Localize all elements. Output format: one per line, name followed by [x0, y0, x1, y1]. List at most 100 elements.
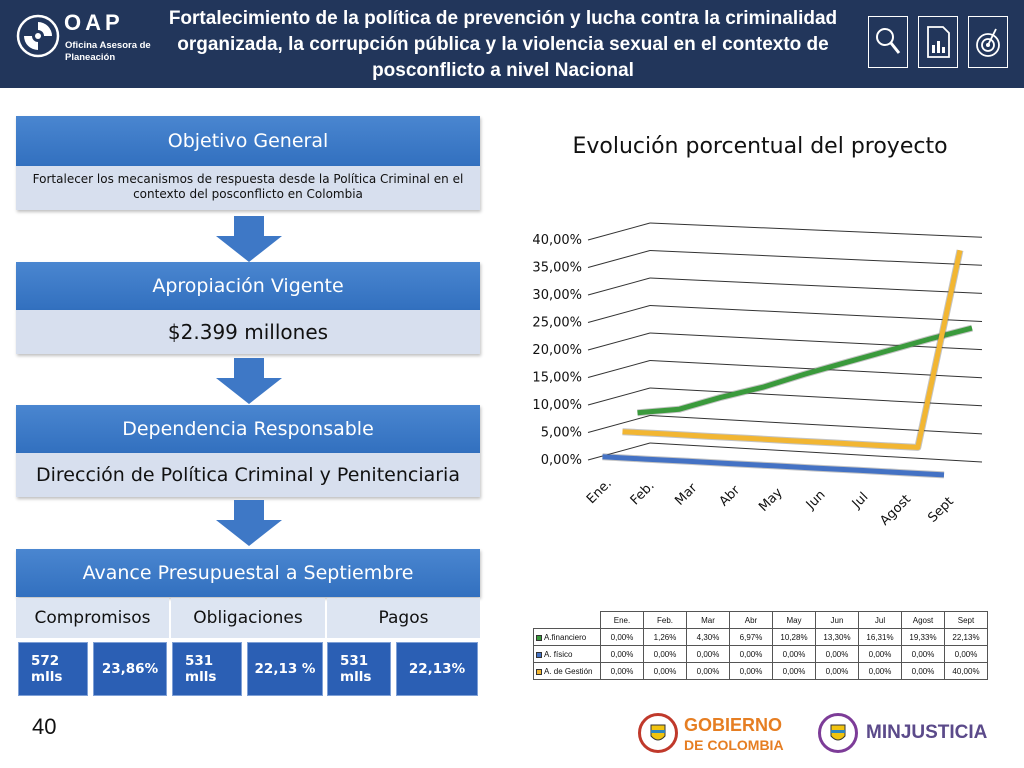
gobierno-logo-line1: GOBIERNO	[684, 715, 783, 735]
legend-key-icon	[536, 634, 542, 641]
table-cell: 22,13%	[944, 628, 988, 646]
gridline-depth	[587, 305, 651, 323]
table-cell: 0,00%	[815, 662, 859, 680]
x-tick-label: Sept	[925, 494, 957, 526]
gridline	[649, 277, 983, 294]
table-cell: 13,30%	[815, 628, 859, 646]
minjusticia-seal-icon	[818, 713, 858, 753]
objetivo-general-header: Objetivo General	[16, 116, 480, 166]
table-header-cell: Abr	[729, 611, 773, 629]
series-line	[622, 249, 963, 450]
table-cell: 10,28%	[772, 628, 816, 646]
y-tick-label: 25,00%	[532, 316, 582, 331]
table-cell: 0,00%	[600, 628, 644, 646]
table-row: A. físico 0,00% 0,00% 0,00% 0,00% 0,00% …	[533, 645, 988, 663]
objetivo-general-text: Fortalecer los mecanismos de respuesta d…	[16, 166, 480, 210]
x-tick-label: Abr	[717, 483, 744, 510]
line-chart: 0,00% 5,00% 10,00% 15,00% 20,00% 25,00% 30,00%…	[532, 222, 983, 529]
table-cell: 6,97%	[729, 628, 773, 646]
table-cell: 0,00%	[901, 662, 945, 680]
gridline-depth	[587, 250, 651, 268]
gridline	[649, 222, 983, 238]
gridline	[649, 415, 983, 435]
y-tick-label: 10,00%	[532, 398, 582, 413]
table-header-cell: May	[772, 611, 816, 629]
legend-key-icon	[536, 651, 542, 658]
x-tick-label: Jun	[803, 487, 829, 513]
table-cell: 0,00%	[729, 662, 773, 680]
table-header-cell: Jun	[815, 611, 859, 629]
apropiacion-value: $2.399 millones	[16, 310, 480, 354]
y-tick-label: 15,00%	[532, 371, 582, 386]
page-title: Fortalecimiento de la política de preven…	[168, 8, 838, 81]
target-icon[interactable]	[968, 16, 1008, 68]
gridline-depth	[587, 415, 651, 433]
table-cell: 0,00%	[600, 645, 644, 663]
minjusticia-logo-text: MINJUSTICIA	[866, 722, 988, 743]
table-cell: 0,00%	[729, 645, 773, 663]
obligaciones-amount: 531 mlls	[172, 642, 242, 696]
pagos-percent: 22,13%	[396, 642, 478, 696]
gridline-depth	[587, 387, 651, 406]
y-tick-label: 20,00%	[532, 343, 582, 358]
oap-logo-icon	[16, 14, 60, 58]
magnifier-icon[interactable]	[868, 16, 908, 68]
compromisos-amount: 572 mlls	[18, 642, 88, 696]
table-row: A. de Gestión 0,00% 0,00% 0,00% 0,00% 0,…	[533, 662, 988, 680]
y-tick-label: 30,00%	[532, 288, 582, 303]
legend-key-icon	[536, 668, 542, 675]
series-name: A.financiero	[544, 632, 587, 642]
table-header-cell: Sept	[944, 611, 988, 629]
table-cell: 1,26%	[643, 628, 687, 646]
avance-header: Avance Presupuestal a Septiembre	[16, 549, 480, 597]
gridline-depth	[587, 332, 651, 351]
y-tick-label: 35,00%	[532, 261, 582, 276]
y-tick-label: 40,00%	[532, 233, 582, 248]
brand-name: OAP	[64, 10, 124, 35]
table-cell: 0,00%	[772, 662, 816, 680]
gridline	[649, 305, 983, 322]
gridline-depth	[587, 360, 651, 378]
gridline-depth	[587, 442, 651, 461]
x-tick-label: Mar	[672, 480, 700, 508]
table-cell: 19,33%	[901, 628, 945, 646]
table-cell: 40,00%	[944, 662, 988, 680]
gridline	[649, 250, 983, 266]
dependencia-header: Dependencia Responsable	[16, 405, 480, 453]
table-cell: 0,00%	[944, 645, 988, 663]
table-cell: 0,00%	[600, 662, 644, 680]
pagos-label: Pagos	[327, 598, 480, 638]
header-bar: OAP Oficina Asesora de Planeación Fortal…	[0, 0, 1024, 88]
brand-subtitle: Oficina Asesora de Planeación	[65, 40, 151, 63]
table-cell: 0,00%	[643, 662, 687, 680]
obligaciones-label: Obligaciones	[171, 598, 325, 638]
gobierno-logo-line2: DE COLOMBIA	[684, 737, 784, 753]
report-icon[interactable]	[918, 16, 958, 68]
obligaciones-percent: 22,13 %	[247, 642, 323, 696]
compromisos-label: Compromisos	[16, 598, 169, 638]
down-arrow-icon	[216, 358, 282, 404]
table-header-cell: Feb.	[643, 611, 687, 629]
down-arrow-icon	[216, 500, 282, 546]
gridline	[649, 332, 983, 351]
apropiacion-header: Apropiación Vigente	[16, 262, 480, 310]
x-tick-label: Ene.	[584, 476, 615, 507]
series-shadow	[622, 249, 964, 451]
y-tick-label: 0,00%	[541, 453, 582, 468]
dependencia-value: Dirección de Política Criminal y Peniten…	[16, 453, 480, 497]
series-name: A. de Gestión	[544, 666, 593, 676]
compromisos-percent: 23,86%	[93, 642, 167, 696]
gridline-depth	[587, 222, 651, 241]
x-tick-label: Agost	[877, 492, 914, 529]
chart-data-table: Ene. Feb. Mar Abr May Jun Jul Agost Sept…	[533, 611, 988, 680]
table-cell: 0,00%	[815, 645, 859, 663]
table-header-cell: Ene.	[600, 611, 644, 629]
gridline-depth	[587, 277, 651, 296]
x-tick-label: Jul	[849, 490, 871, 512]
gridline	[649, 442, 983, 463]
x-tick-label: Feb.	[628, 478, 658, 508]
chart-title: Evolución porcentual del proyecto	[572, 134, 948, 159]
table-cell: 16,31%	[858, 628, 902, 646]
table-cell: 0,00%	[686, 662, 730, 680]
table-header-cell: Jul	[858, 611, 902, 629]
